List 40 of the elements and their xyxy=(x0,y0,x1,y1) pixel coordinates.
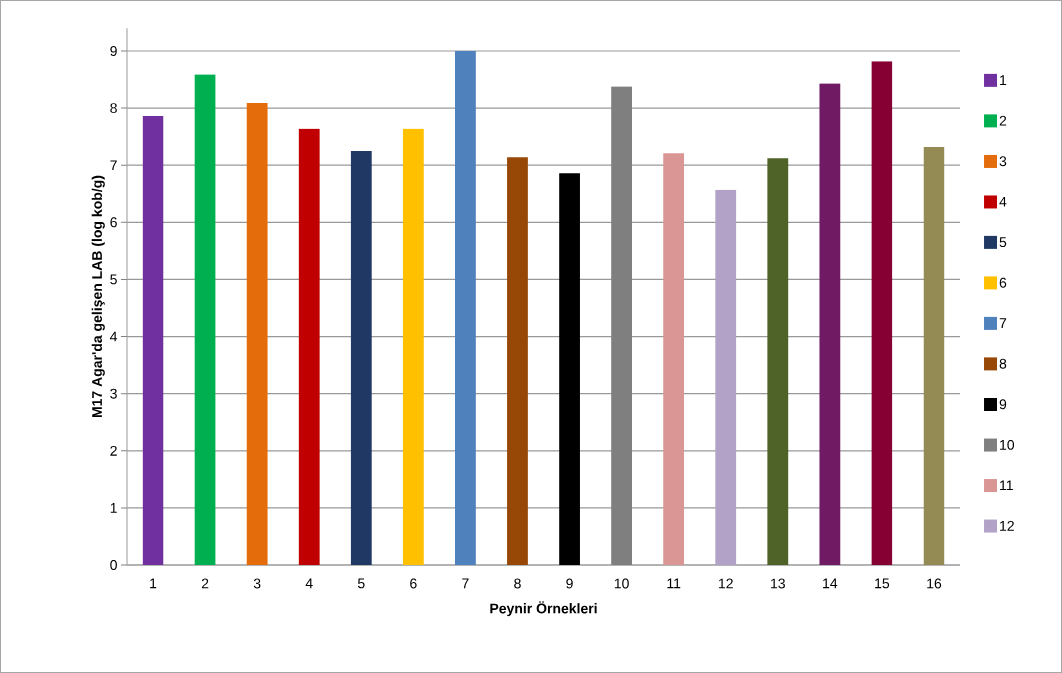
x-tick-label: 4 xyxy=(305,578,313,589)
y-tick-label: 8 xyxy=(110,103,117,114)
x-tick-label: 9 xyxy=(566,578,573,589)
legend-label: 6 xyxy=(999,277,1007,288)
legend-label: 11 xyxy=(1000,480,1013,491)
x-tick-label: 16 xyxy=(927,578,942,589)
legend-label: 5 xyxy=(999,237,1007,248)
x-tick-label: 13 xyxy=(771,578,785,589)
x-tick-label: 14 xyxy=(823,578,838,589)
legend-label: 4 xyxy=(999,196,1007,207)
x-tick-label: 7 xyxy=(462,578,469,589)
legend-label: 1 xyxy=(1000,75,1007,85)
legend-label: 10 xyxy=(1000,439,1015,450)
legend-label: 2 xyxy=(999,115,1007,126)
y-tick-label: 6 xyxy=(110,217,117,228)
x-tick-label: 2 xyxy=(201,578,209,589)
x-tick-label: 1 xyxy=(150,578,157,589)
legend-label: 9 xyxy=(999,399,1007,410)
y-tick-label: 0 xyxy=(110,560,117,570)
legend-label: 3 xyxy=(999,156,1007,167)
y-tick-label: 7 xyxy=(110,160,117,171)
y-tick-label: 9 xyxy=(110,46,117,56)
legend-label: 7 xyxy=(999,318,1007,328)
x-tick-label: 11 xyxy=(667,578,681,589)
x-tick-label: 10 xyxy=(614,578,629,589)
x-tick-label: 12 xyxy=(719,578,733,589)
y-tick-label: 1 xyxy=(110,503,117,513)
legend-label: 8 xyxy=(999,358,1007,369)
y-tick-label: 3 xyxy=(110,388,117,399)
y-axis-title: M17 Agar'da gelişen LAB (log kob/g) xyxy=(91,175,105,418)
y-tick-label: 5 xyxy=(110,274,117,285)
x-tick-label: 8 xyxy=(514,578,521,589)
y-tick-label: 4 xyxy=(110,331,118,342)
legend-label: 12 xyxy=(1000,520,1014,531)
x-tick-label: 3 xyxy=(253,578,261,589)
x-tick-label: 6 xyxy=(410,578,417,589)
y-tick-label: 2 xyxy=(110,445,117,456)
x-axis-title: Peynir Örnekleri xyxy=(490,601,597,617)
x-tick-label: 5 xyxy=(357,578,365,589)
x-tick-label: 15 xyxy=(875,578,890,589)
